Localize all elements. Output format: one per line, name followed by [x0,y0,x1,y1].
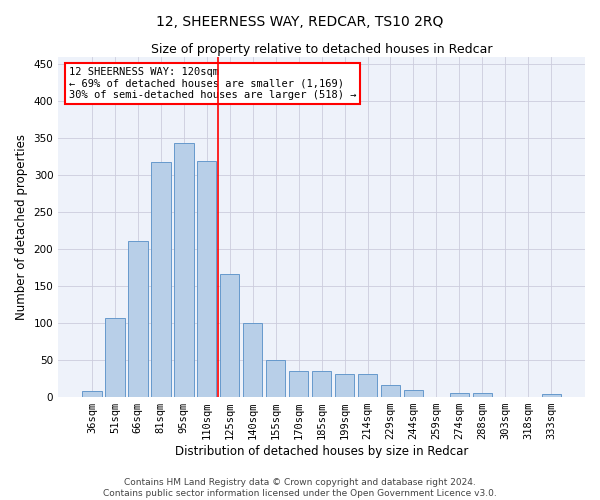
Bar [220,274,239,396]
Title: Size of property relative to detached houses in Redcar: Size of property relative to detached ho… [151,42,493,56]
Bar [128,242,148,396]
Text: Contains HM Land Registry data © Crown copyright and database right 2024.
Contai: Contains HM Land Registry data © Crown c… [103,478,497,498]
Bar [289,370,308,396]
Bar [473,393,492,396]
Bar [243,324,262,396]
Bar [105,318,125,396]
Bar [449,393,469,396]
Bar [266,360,286,397]
Text: 12 SHEERNESS WAY: 120sqm
← 69% of detached houses are smaller (1,169)
30% of sem: 12 SHEERNESS WAY: 120sqm ← 69% of detach… [69,67,356,100]
Text: 12, SHEERNESS WAY, REDCAR, TS10 2RQ: 12, SHEERNESS WAY, REDCAR, TS10 2RQ [157,15,443,29]
Bar [358,374,377,396]
Bar [542,394,561,396]
Y-axis label: Number of detached properties: Number of detached properties [15,134,28,320]
Bar [82,392,101,396]
Bar [335,374,355,396]
X-axis label: Distribution of detached houses by size in Redcar: Distribution of detached houses by size … [175,444,468,458]
Bar [197,161,217,396]
Bar [151,162,170,396]
Bar [312,370,331,396]
Bar [404,390,423,396]
Bar [381,385,400,396]
Bar [174,143,194,397]
